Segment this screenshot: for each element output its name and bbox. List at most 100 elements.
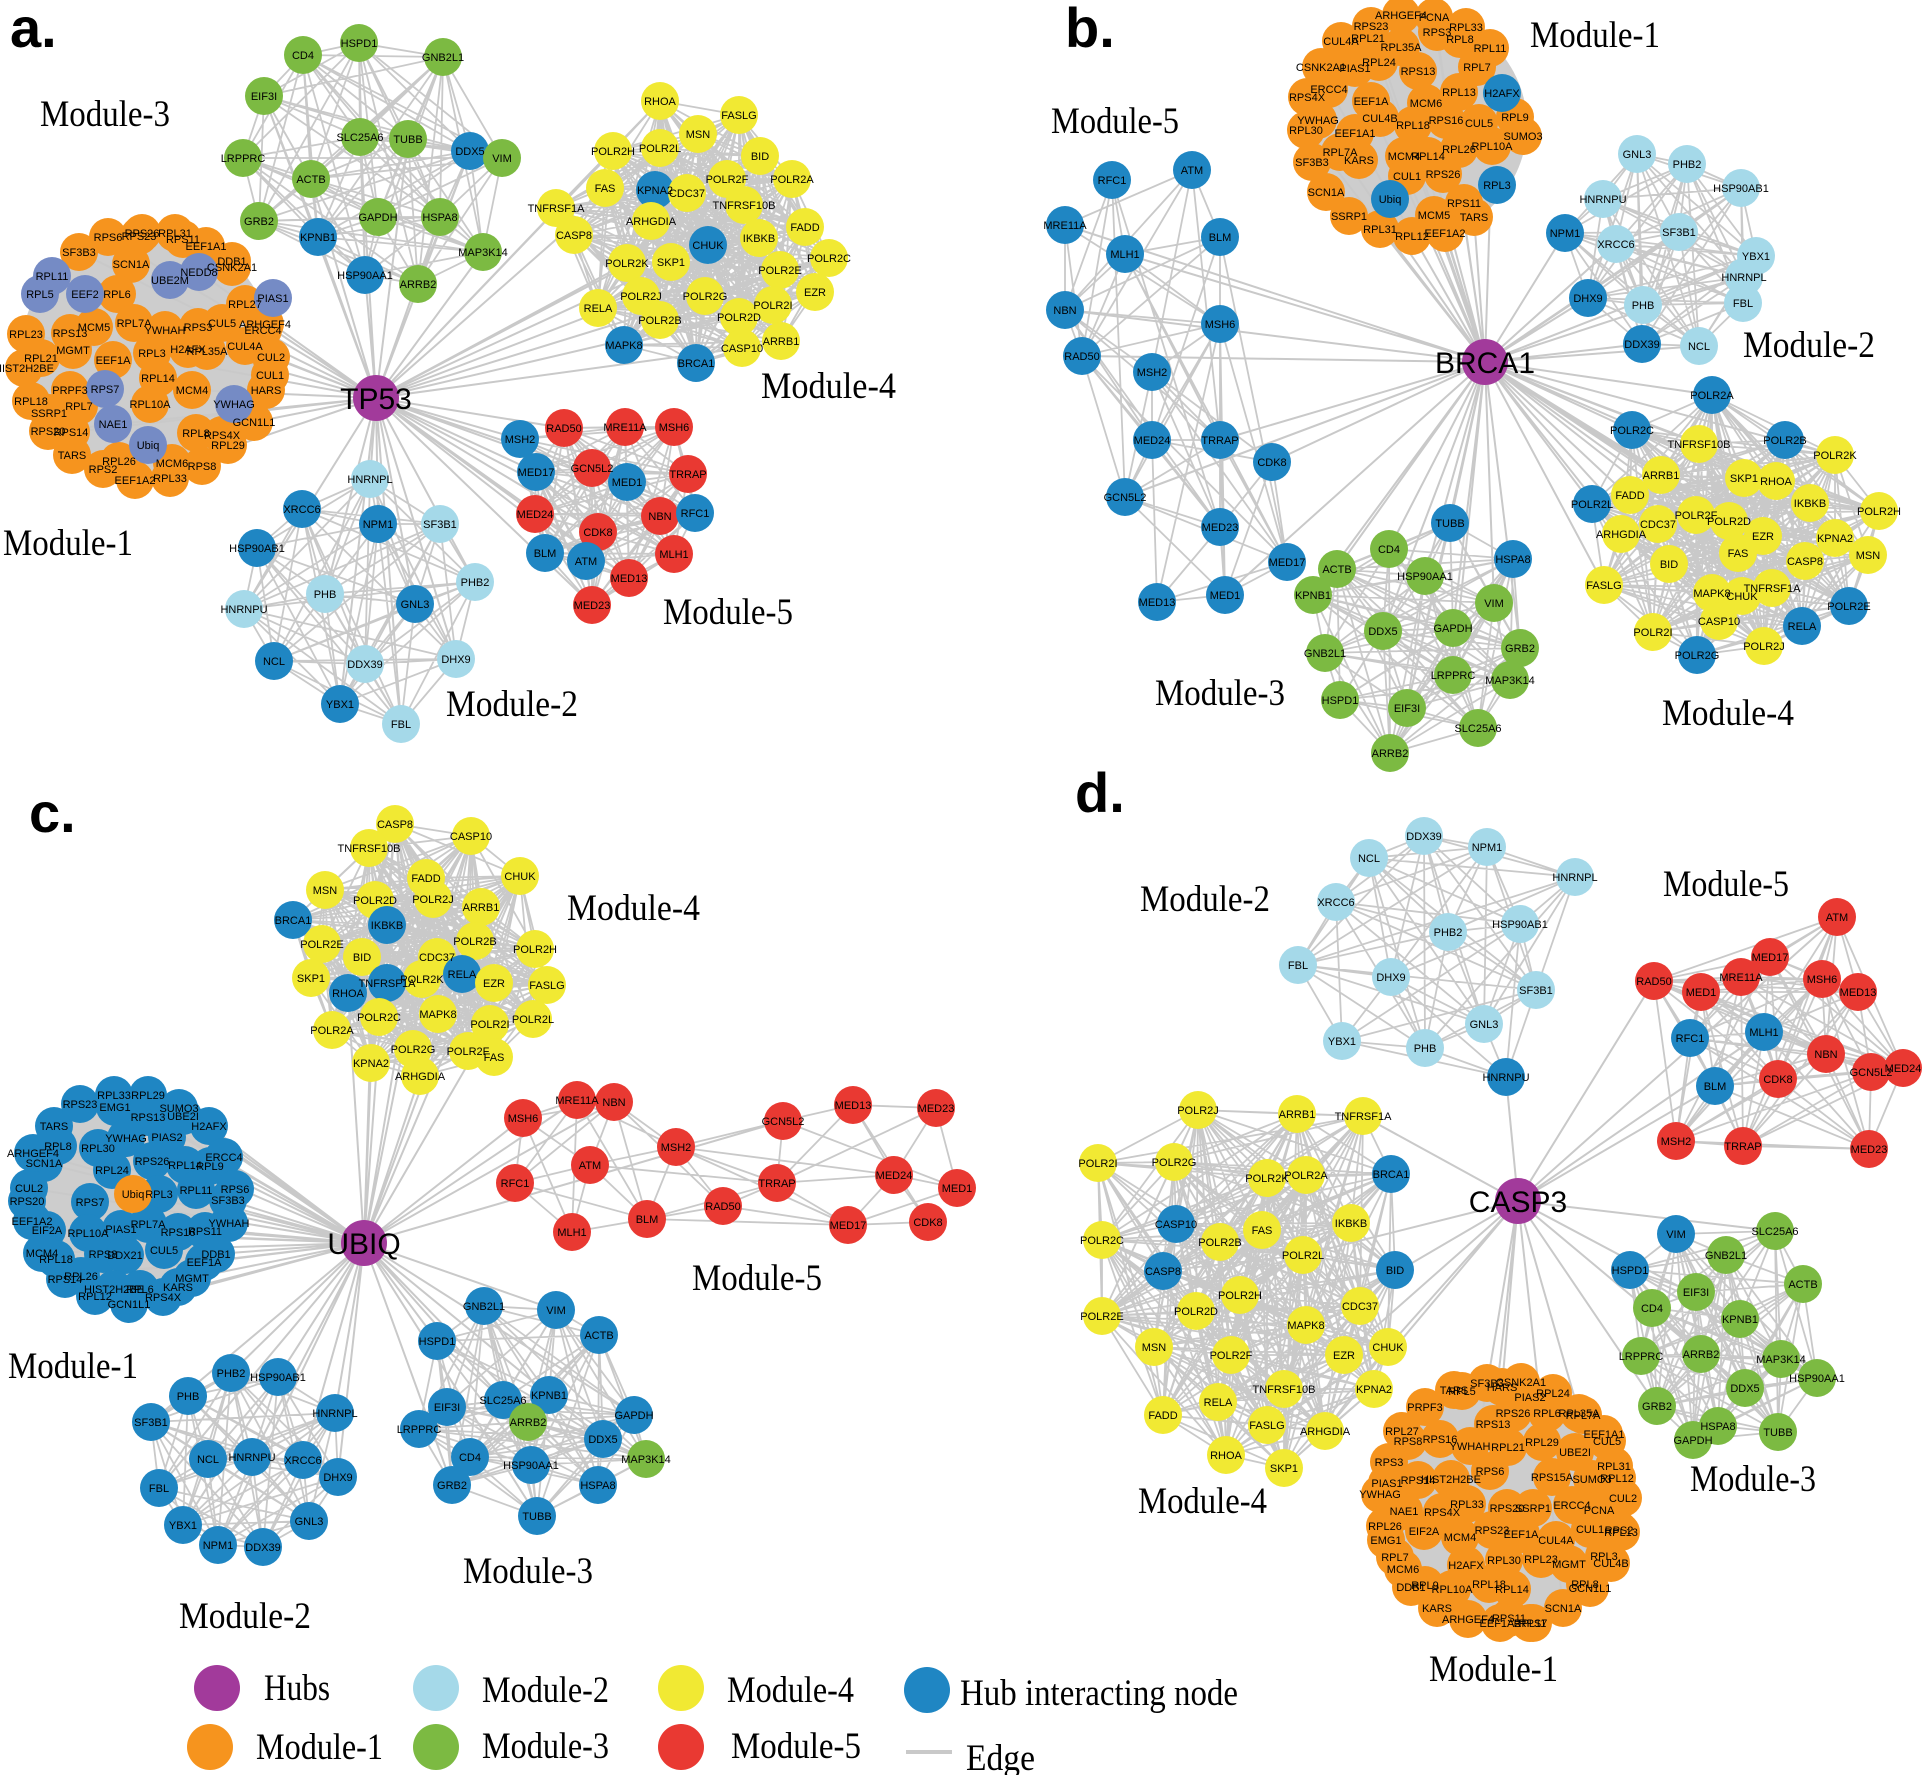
svg-text:GNL3: GNL3 [401,599,430,611]
svg-text:FAS: FAS [484,1052,505,1064]
svg-text:PIAS2: PIAS2 [1514,1392,1545,1404]
svg-text:CD4: CD4 [292,50,314,62]
svg-text:RFC1: RFC1 [1098,175,1127,187]
svg-text:CASP10: CASP10 [1155,1219,1197,1231]
svg-text:SCN1A: SCN1A [1308,187,1345,199]
svg-text:PRPF3: PRPF3 [1407,1402,1442,1414]
svg-text:HSPA8: HSPA8 [422,212,457,224]
svg-text:RPL18: RPL18 [1472,1579,1506,1591]
svg-text:TP53: TP53 [340,383,412,416]
svg-text:YWHAG: YWHAG [1297,115,1339,127]
svg-text:RPL31: RPL31 [158,228,192,240]
svg-text:TRRAP: TRRAP [669,469,706,481]
svg-text:POLR2H: POLR2H [1218,1290,1262,1302]
svg-text:RPL3: RPL3 [138,348,166,360]
svg-text:BID: BID [751,151,769,163]
svg-text:CUL1: CUL1 [256,370,284,382]
svg-text:PIAS1: PIAS1 [105,1224,136,1236]
svg-text:RAD50: RAD50 [1636,976,1671,988]
svg-text:Module-1: Module-1 [1530,15,1660,56]
svg-text:H2AFX: H2AFX [1484,88,1520,100]
svg-text:RPS16: RPS16 [161,1227,196,1239]
svg-text:XRCC6: XRCC6 [1317,897,1354,909]
svg-text:RPL21: RPL21 [24,353,58,365]
svg-text:DDX5: DDX5 [455,146,484,158]
svg-text:EEF1A2: EEF1A2 [1425,228,1466,240]
svg-text:CASP10: CASP10 [721,343,763,355]
svg-text:PIAS1: PIAS1 [1339,63,1370,75]
svg-text:RPL29: RPL29 [211,440,245,452]
svg-text:KPNA2: KPNA2 [1817,533,1853,545]
svg-text:TNFRSF1A: TNFRSF1A [528,203,586,215]
svg-text:MSH6: MSH6 [659,422,690,434]
svg-text:CDK8: CDK8 [913,1217,942,1229]
svg-text:RPS11: RPS11 [1447,198,1481,210]
svg-text:RPS13: RPS13 [131,1112,166,1124]
svg-text:EEF1A: EEF1A [1504,1529,1540,1541]
svg-text:DDX5: DDX5 [588,1434,617,1446]
svg-text:TRRAP: TRRAP [1201,435,1238,447]
svg-text:MAP3K14: MAP3K14 [1485,675,1535,687]
svg-text:RPL23: RPL23 [9,329,43,341]
svg-text:POLR2G: POLR2G [683,291,728,303]
svg-text:SF3B3: SF3B3 [1470,1378,1504,1390]
svg-text:TRRAP: TRRAP [1724,1141,1761,1153]
svg-text:d.: d. [1075,761,1125,824]
svg-text:SF3B3: SF3B3 [211,1195,245,1207]
svg-text:MED23: MED23 [1202,522,1239,534]
svg-text:RPS11: RPS11 [188,1226,222,1238]
svg-text:MED1: MED1 [612,477,643,489]
svg-text:VIM: VIM [546,1305,566,1317]
svg-text:DDX39: DDX39 [347,659,382,671]
svg-text:CASP10: CASP10 [1698,616,1740,628]
svg-text:POLR2B: POLR2B [638,315,681,327]
svg-text:HNRNPL: HNRNPL [347,474,392,486]
svg-text:Module-2: Module-2 [179,1596,311,1637]
svg-text:RPL6: RPL6 [126,1284,154,1296]
svg-text:RHOA: RHOA [332,988,364,1000]
svg-text:CSNK2A1: CSNK2A1 [1296,62,1346,74]
svg-text:POLR2I: POLR2I [1078,1158,1117,1170]
svg-text:UBIQ: UBIQ [327,1228,400,1261]
svg-text:Module-4: Module-4 [1662,693,1794,734]
svg-text:MCM4: MCM4 [26,1248,58,1260]
svg-text:GAPDH: GAPDH [358,212,397,224]
svg-text:BLM: BLM [1209,232,1232,244]
svg-text:POLR2G: POLR2G [1152,1157,1197,1169]
svg-text:POLR2K: POLR2K [1245,1173,1289,1185]
svg-text:RPL8: RPL8 [44,1141,72,1153]
svg-text:CUL4B: CUL4B [1593,1558,1628,1570]
svg-text:FASLG: FASLG [1586,580,1621,592]
svg-text:TUBB: TUBB [1435,518,1464,530]
svg-text:FAS: FAS [1252,1225,1273,1237]
svg-text:EEF1A: EEF1A [187,1257,223,1269]
svg-text:CASP8: CASP8 [1145,1266,1181,1278]
svg-text:RPL24: RPL24 [95,1165,129,1177]
svg-text:TNFRSF10B: TNFRSF10B [338,843,401,855]
svg-text:RPL33: RPL33 [97,1090,131,1102]
svg-text:MED24: MED24 [876,1170,913,1182]
svg-text:POLR2E: POLR2E [758,265,801,277]
svg-text:RPS6: RPS6 [94,232,123,244]
svg-text:NEDD8: NEDD8 [180,267,217,279]
svg-text:POLR2H: POLR2H [513,944,557,956]
svg-text:DDB1: DDB1 [217,256,246,268]
svg-text:PHB: PHB [177,1391,200,1403]
svg-text:POLR2J: POLR2J [1743,641,1785,653]
svg-text:FAS: FAS [1728,548,1749,560]
svg-text:MCM4: MCM4 [1444,1532,1476,1544]
svg-text:PHB: PHB [314,589,337,601]
svg-text:Edge: Edge [966,1738,1035,1775]
svg-text:DDX21: DDX21 [107,1250,142,1262]
svg-text:NCL: NCL [1358,853,1380,865]
svg-text:POLR2I: POLR2I [753,300,792,312]
svg-text:SF3B1: SF3B1 [1662,227,1696,239]
svg-text:LRPPRC: LRPPRC [1431,670,1476,682]
svg-text:RELA: RELA [1788,621,1817,633]
svg-text:RAD50: RAD50 [705,1201,740,1213]
svg-text:PIAS1: PIAS1 [1371,1478,1402,1490]
svg-text:KARS: KARS [1422,1603,1452,1615]
svg-text:POLR2C: POLR2C [357,1012,401,1024]
svg-text:MCM4: MCM4 [1388,151,1420,163]
svg-text:Module-3: Module-3 [40,94,170,135]
